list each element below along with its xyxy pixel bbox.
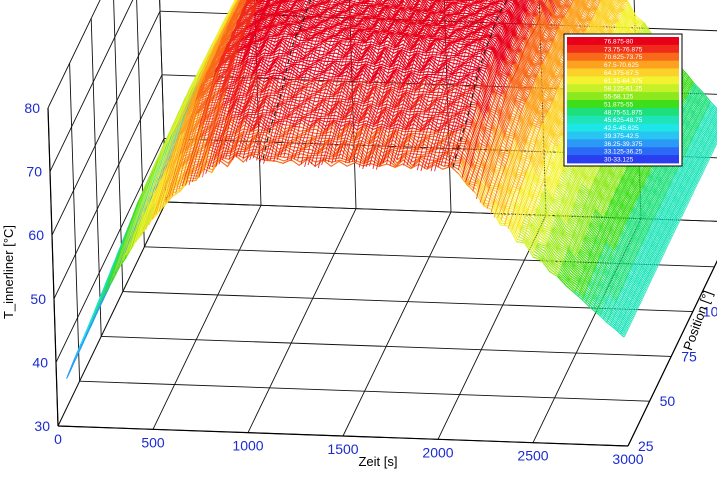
left-wall-gridline-y <box>91 18 101 336</box>
floor-gridline-y <box>80 381 650 401</box>
floor-gridline-x <box>248 209 356 433</box>
left-wall-gridline-z <box>50 0 158 172</box>
left-wall-gridline-y <box>70 63 80 381</box>
floor-gridline-y <box>101 336 671 356</box>
floor-gridline-x <box>58 202 166 426</box>
floor-gridline-x <box>153 205 261 429</box>
left-wall-gridline-z <box>56 138 164 362</box>
floor-gridline-x <box>343 212 451 436</box>
